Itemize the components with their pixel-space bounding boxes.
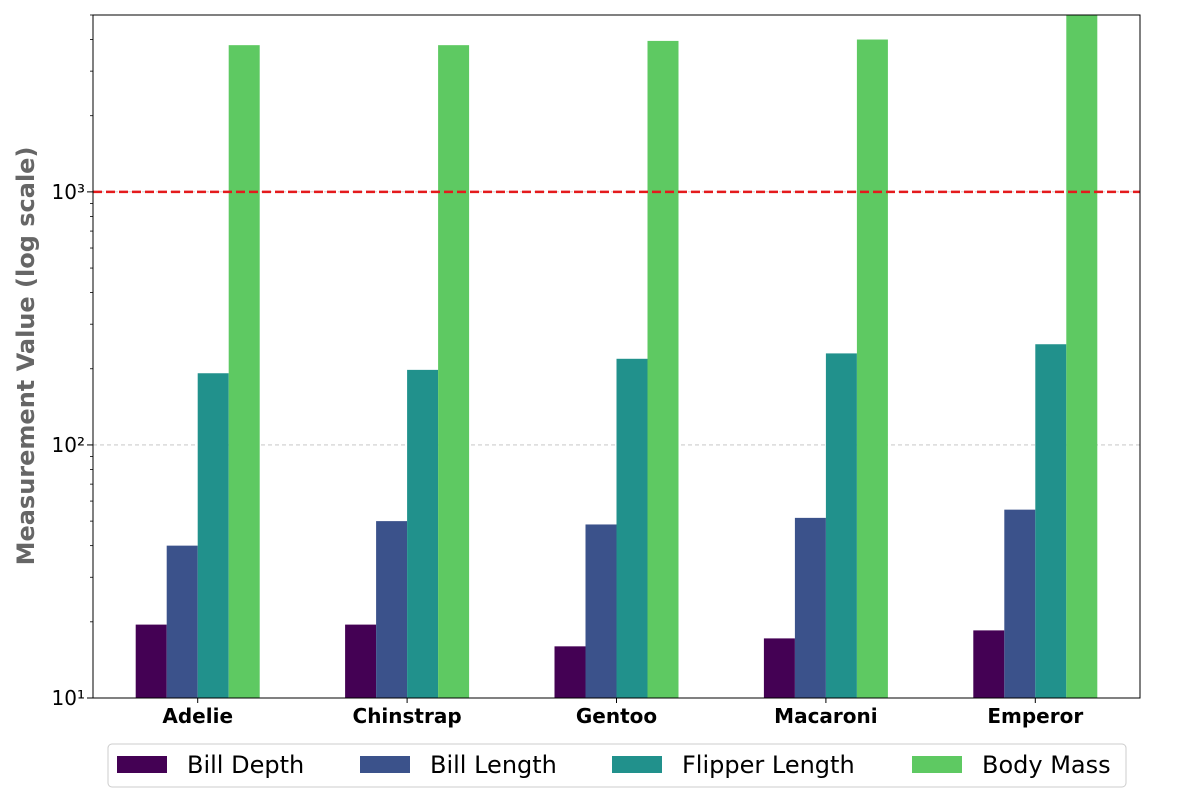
bar: [228, 45, 260, 698]
legend-label: Bill Depth: [187, 751, 304, 779]
bar: [376, 521, 408, 698]
legend-swatch: [912, 756, 962, 773]
bar: [647, 40, 679, 699]
bar: [1066, 15, 1098, 698]
bar: [135, 624, 167, 698]
bar: [585, 524, 617, 698]
bar: [973, 630, 1005, 698]
bar: [166, 545, 198, 698]
legend-label: Body Mass: [982, 751, 1111, 779]
legend-label: Bill Length: [430, 751, 557, 779]
bar: [1004, 509, 1036, 698]
y-axis: 10¹ 10² 10³: [52, 14, 93, 710]
y-tick-label: 10¹: [52, 686, 85, 710]
bar: [825, 353, 857, 698]
bar: [197, 373, 229, 698]
bar: [1035, 344, 1067, 698]
bar: [345, 624, 377, 698]
y-axis-title: Measurement Value (log scale): [12, 147, 40, 566]
bar: [794, 517, 826, 698]
bar: [554, 646, 586, 698]
bar: [856, 39, 888, 699]
y-tick-label: 10³: [52, 180, 85, 204]
bar: [438, 45, 470, 698]
x-axis: Adelie Chinstrap Gentoo Macaroni Emperor: [162, 698, 1083, 728]
y-tick-label: 10²: [52, 433, 85, 457]
legend-label: Flipper Length: [682, 751, 855, 779]
legend-swatch: [612, 756, 662, 773]
legend-swatch: [117, 756, 167, 773]
x-tick-label: Gentoo: [576, 704, 657, 728]
x-tick-label: Macaroni: [774, 704, 877, 728]
legend-swatch: [360, 756, 410, 773]
bars-layer: [135, 15, 1098, 699]
legend: Bill Depth Bill Length Flipper Length Body …: [107, 743, 1127, 788]
bar: [407, 369, 439, 698]
bar: [763, 638, 795, 698]
bar: [616, 358, 648, 698]
x-tick-label: Adelie: [162, 704, 233, 728]
x-tick-label: Emperor: [987, 704, 1083, 728]
x-tick-label: Chinstrap: [353, 704, 462, 728]
